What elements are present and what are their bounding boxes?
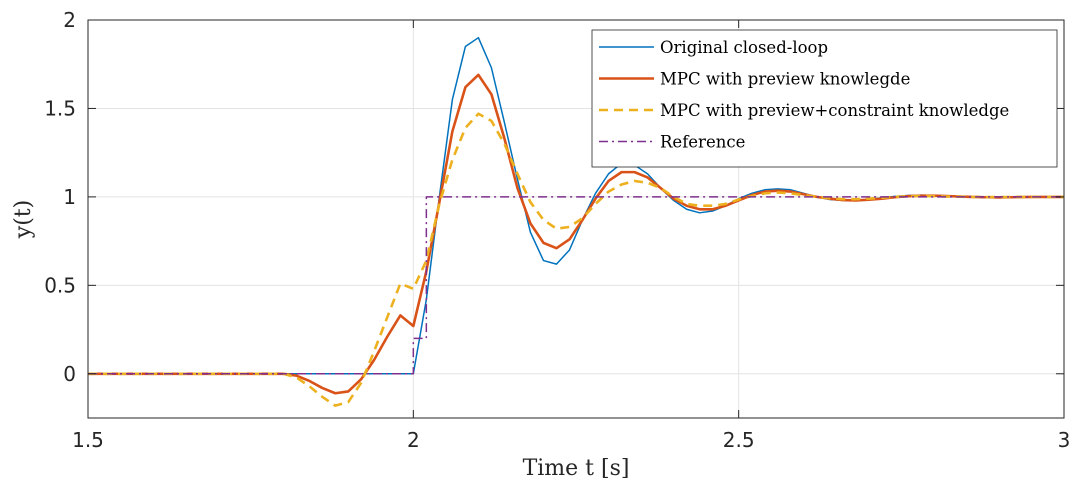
axes-box [87, 19, 1065, 419]
legend-entry-2: MPC with preview knowlegde [660, 70, 910, 89]
legend-box [591, 29, 1058, 168]
legend-entry-3: MPC with preview+constraint knowledge [660, 101, 1009, 120]
legend-entry-1: Original closed-loop [660, 38, 828, 57]
y-tick-label: 1 [63, 185, 76, 209]
y-tick-label: 0.5 [44, 273, 76, 297]
legend-entry-4: Reference [660, 133, 745, 152]
legend: Original closed-loop MPC with preview kno… [591, 29, 1058, 168]
y-axis-ticks: 0 0.5 1 1.5 2 [44, 8, 1064, 386]
y-tick-label: 1.5 [44, 96, 76, 120]
x-axis-ticks: 1.5 2 2.5 3 [72, 20, 1070, 452]
y-tick-label: 2 [63, 8, 76, 32]
x-tick-label: 3 [1058, 428, 1070, 452]
y-axis-label: y(t) [11, 200, 36, 239]
series-group [88, 36, 1064, 407]
x-axis-label: Time t [s] [523, 456, 630, 481]
x-tick-label: 2 [407, 428, 420, 452]
series-line-4 [88, 196, 1064, 375]
y-tick-label: 0 [63, 362, 76, 386]
x-tick-label: 2.5 [723, 428, 755, 452]
x-tick-label: 1.5 [72, 428, 104, 452]
